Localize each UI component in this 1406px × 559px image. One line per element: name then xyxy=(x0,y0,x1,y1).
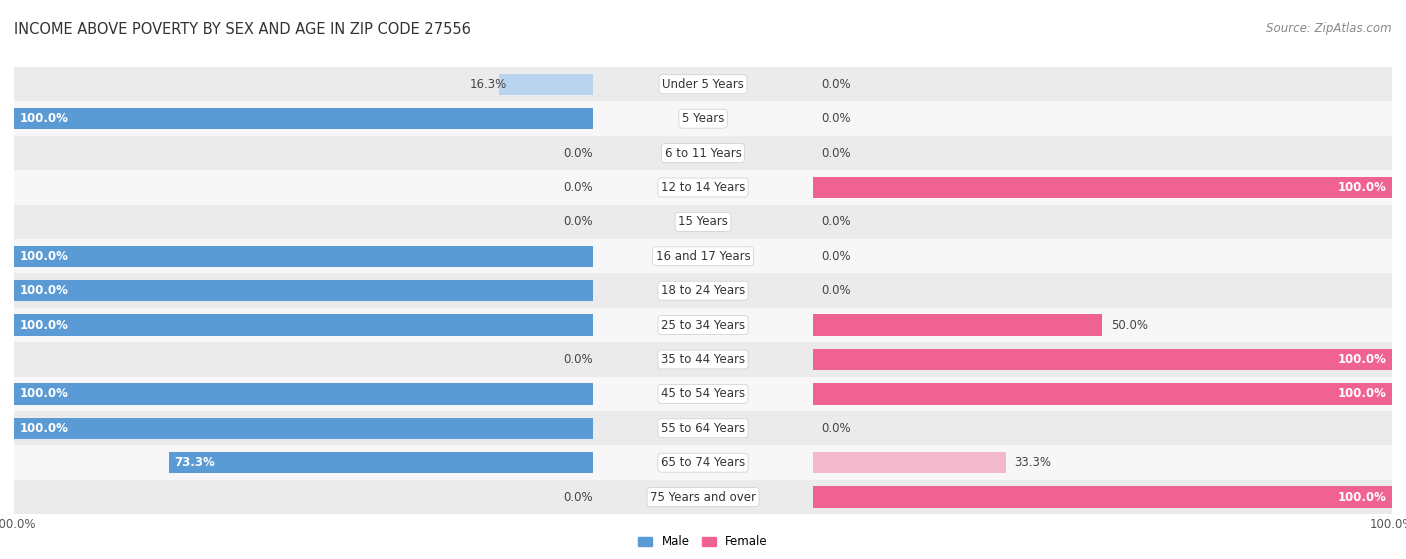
Bar xyxy=(813,452,1005,473)
Bar xyxy=(813,136,1392,170)
Bar xyxy=(14,342,593,377)
Text: Source: ZipAtlas.com: Source: ZipAtlas.com xyxy=(1267,22,1392,35)
Text: Under 5 Years: Under 5 Years xyxy=(662,78,744,91)
Bar xyxy=(14,314,593,336)
Bar xyxy=(593,170,813,205)
Bar xyxy=(169,452,593,473)
Legend: Male, Female: Male, Female xyxy=(634,530,772,553)
Bar xyxy=(14,280,593,301)
Bar xyxy=(14,308,593,342)
Text: 100.0%: 100.0% xyxy=(1337,387,1386,400)
Bar xyxy=(813,446,1392,480)
Bar xyxy=(813,486,1392,508)
Bar xyxy=(593,480,813,514)
Bar xyxy=(813,170,1392,205)
Text: 0.0%: 0.0% xyxy=(821,250,851,263)
Bar xyxy=(813,177,1392,198)
Text: 45 to 54 Years: 45 to 54 Years xyxy=(661,387,745,400)
Text: 100.0%: 100.0% xyxy=(20,112,69,125)
Text: 0.0%: 0.0% xyxy=(821,284,851,297)
Text: 100.0%: 100.0% xyxy=(20,284,69,297)
Bar xyxy=(593,308,813,342)
Bar xyxy=(14,480,593,514)
Text: 18 to 24 Years: 18 to 24 Years xyxy=(661,284,745,297)
Bar xyxy=(593,446,813,480)
Bar xyxy=(14,108,593,129)
Bar xyxy=(813,342,1392,377)
Bar xyxy=(14,411,593,446)
Text: 100.0%: 100.0% xyxy=(20,250,69,263)
Text: 0.0%: 0.0% xyxy=(564,181,593,194)
Text: 0.0%: 0.0% xyxy=(821,215,851,229)
Text: 5 Years: 5 Years xyxy=(682,112,724,125)
Text: 0.0%: 0.0% xyxy=(821,78,851,91)
Text: 25 to 34 Years: 25 to 34 Years xyxy=(661,319,745,331)
Bar xyxy=(813,411,1392,446)
Text: 16.3%: 16.3% xyxy=(470,78,508,91)
Text: 35 to 44 Years: 35 to 44 Years xyxy=(661,353,745,366)
Text: 33.3%: 33.3% xyxy=(1015,456,1052,469)
Text: 55 to 64 Years: 55 to 64 Years xyxy=(661,422,745,435)
Bar xyxy=(14,239,593,273)
Bar xyxy=(813,377,1392,411)
Text: 0.0%: 0.0% xyxy=(564,353,593,366)
Bar xyxy=(813,308,1392,342)
Bar xyxy=(14,170,593,205)
Bar xyxy=(593,102,813,136)
Bar xyxy=(14,446,593,480)
Text: 100.0%: 100.0% xyxy=(20,387,69,400)
Text: 100.0%: 100.0% xyxy=(1337,491,1386,504)
Bar xyxy=(14,102,593,136)
Bar xyxy=(14,377,593,411)
Text: 100.0%: 100.0% xyxy=(1337,181,1386,194)
Bar xyxy=(593,67,813,102)
Bar xyxy=(14,136,593,170)
Bar xyxy=(593,136,813,170)
Bar xyxy=(14,273,593,308)
Text: 15 Years: 15 Years xyxy=(678,215,728,229)
Bar xyxy=(813,383,1392,405)
Text: 12 to 14 Years: 12 to 14 Years xyxy=(661,181,745,194)
Text: 75 Years and over: 75 Years and over xyxy=(650,491,756,504)
Text: 16 and 17 Years: 16 and 17 Years xyxy=(655,250,751,263)
Bar xyxy=(813,349,1392,370)
Text: 73.3%: 73.3% xyxy=(174,456,215,469)
Bar xyxy=(813,480,1392,514)
Bar xyxy=(14,205,593,239)
Bar xyxy=(813,102,1392,136)
Text: 50.0%: 50.0% xyxy=(1111,319,1149,331)
Text: 0.0%: 0.0% xyxy=(821,112,851,125)
Bar xyxy=(14,418,593,439)
Bar xyxy=(593,205,813,239)
Bar xyxy=(14,67,593,102)
Bar xyxy=(593,377,813,411)
Text: 6 to 11 Years: 6 to 11 Years xyxy=(665,146,741,159)
Bar xyxy=(813,67,1392,102)
Text: 100.0%: 100.0% xyxy=(20,319,69,331)
Bar xyxy=(813,273,1392,308)
Text: 0.0%: 0.0% xyxy=(564,491,593,504)
Bar xyxy=(499,74,593,95)
Bar xyxy=(813,314,1102,336)
Bar xyxy=(813,239,1392,273)
Text: 0.0%: 0.0% xyxy=(821,146,851,159)
Bar xyxy=(593,342,813,377)
Text: 100.0%: 100.0% xyxy=(20,422,69,435)
Bar xyxy=(593,239,813,273)
Bar xyxy=(14,245,593,267)
Bar xyxy=(813,205,1392,239)
Text: 65 to 74 Years: 65 to 74 Years xyxy=(661,456,745,469)
Bar xyxy=(14,383,593,405)
Text: 0.0%: 0.0% xyxy=(821,422,851,435)
Text: 0.0%: 0.0% xyxy=(564,146,593,159)
Text: 0.0%: 0.0% xyxy=(564,215,593,229)
Bar xyxy=(593,273,813,308)
Text: INCOME ABOVE POVERTY BY SEX AND AGE IN ZIP CODE 27556: INCOME ABOVE POVERTY BY SEX AND AGE IN Z… xyxy=(14,22,471,37)
Bar xyxy=(593,411,813,446)
Text: 100.0%: 100.0% xyxy=(1337,353,1386,366)
